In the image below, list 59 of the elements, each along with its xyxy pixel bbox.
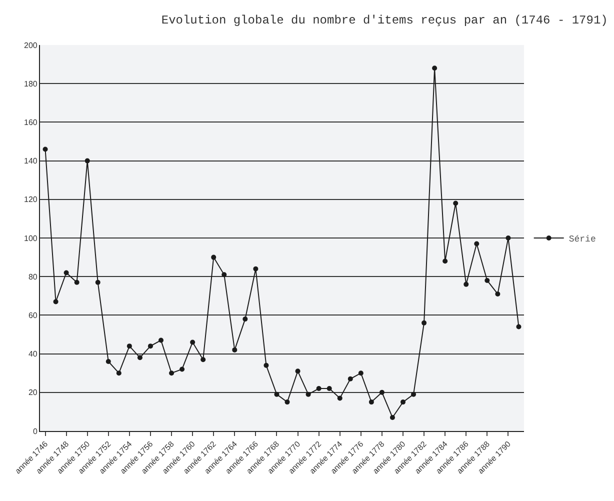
point	[106, 359, 111, 364]
point	[180, 366, 185, 372]
point	[348, 376, 353, 382]
point	[95, 280, 100, 285]
y-tick-label: 40	[28, 350, 38, 359]
y-tick-label: 0	[32, 426, 38, 436]
point	[390, 414, 395, 420]
legend-label: Série	[568, 234, 596, 245]
point	[295, 368, 300, 374]
point	[232, 347, 238, 352]
point	[474, 241, 480, 246]
point	[368, 400, 374, 405]
point	[158, 338, 164, 343]
point	[222, 272, 227, 278]
point	[274, 392, 280, 397]
point	[442, 258, 448, 264]
point	[148, 344, 153, 349]
point	[53, 299, 58, 304]
point	[242, 316, 248, 322]
point	[211, 254, 216, 260]
point	[64, 270, 69, 276]
point	[284, 400, 290, 405]
y-tick-label: 100	[24, 234, 38, 243]
point	[116, 370, 122, 376]
point	[464, 282, 469, 287]
point	[400, 400, 406, 405]
chart-title: Evolution globale du nombre d'items reçus par an (1746 - 1791)	[161, 13, 608, 28]
point	[200, 357, 206, 362]
point	[126, 344, 132, 349]
point	[169, 370, 174, 376]
point	[432, 66, 438, 71]
point	[326, 386, 332, 392]
y-tick-label: 160	[24, 118, 38, 127]
y-tick-label: 200	[24, 40, 38, 50]
y-tick-label: 20	[28, 388, 38, 398]
point	[190, 340, 196, 345]
point	[379, 390, 384, 395]
y-tick-label: 80	[28, 272, 38, 282]
y-tick-label: 180	[24, 79, 38, 88]
point	[506, 236, 511, 240]
y-tick-label: 120	[24, 195, 38, 204]
point	[306, 392, 311, 397]
point	[516, 324, 522, 330]
point	[358, 370, 364, 376]
point	[264, 362, 269, 368]
point	[316, 386, 322, 392]
point	[74, 280, 80, 285]
point	[453, 200, 458, 206]
point	[137, 355, 142, 360]
point	[337, 396, 342, 401]
point	[253, 266, 258, 272]
point	[411, 392, 416, 397]
point	[84, 158, 90, 164]
point	[484, 278, 490, 283]
point	[42, 146, 48, 152]
point	[422, 320, 427, 326]
point	[495, 291, 500, 296]
y-tick-label: 60	[28, 311, 38, 320]
y-tick-label: 140	[24, 156, 38, 166]
